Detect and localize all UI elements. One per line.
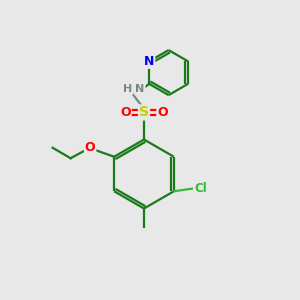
Text: S: S xyxy=(139,106,149,119)
Text: N: N xyxy=(136,84,145,94)
Text: H: H xyxy=(123,84,132,94)
Text: O: O xyxy=(157,106,168,119)
Text: N: N xyxy=(144,55,154,68)
Text: Cl: Cl xyxy=(194,182,207,195)
Text: O: O xyxy=(85,141,95,154)
Text: O: O xyxy=(120,106,131,119)
